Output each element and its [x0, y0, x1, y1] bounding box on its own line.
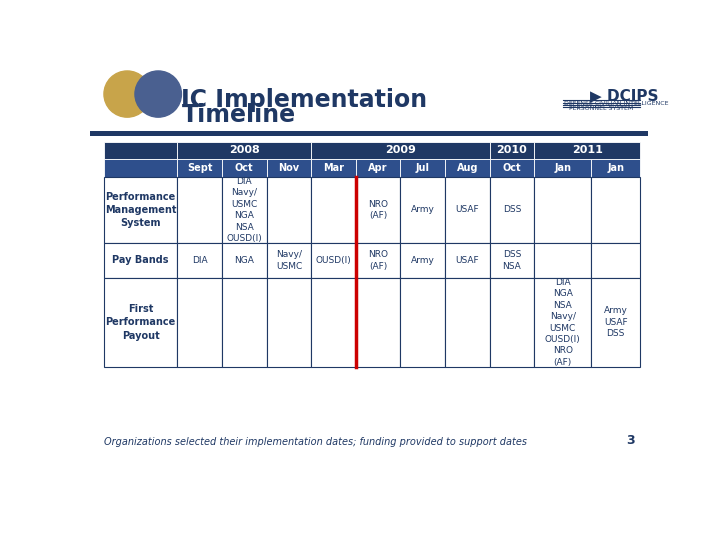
Bar [222, 278, 266, 367]
Text: Army: Army [410, 256, 435, 265]
Bar [177, 177, 222, 242]
Bar [311, 278, 356, 367]
Bar [177, 159, 222, 177]
Bar [591, 159, 640, 177]
Text: NGA: NGA [234, 256, 254, 265]
Text: DIA: DIA [192, 256, 207, 265]
Bar [490, 142, 534, 159]
Bar [490, 177, 534, 242]
Text: Performance
Management
System: Performance Management System [105, 192, 176, 228]
Bar [222, 159, 266, 177]
Text: Pay Bands: Pay Bands [112, 255, 169, 265]
Text: Oct: Oct [503, 163, 521, 173]
Text: Jul: Jul [415, 163, 430, 173]
Text: Navy/
USMC: Navy/ USMC [276, 250, 302, 271]
Bar [356, 177, 400, 242]
Bar [266, 177, 311, 242]
Text: NRO
(AF): NRO (AF) [368, 200, 388, 220]
Bar [222, 242, 266, 278]
Bar [356, 278, 400, 367]
Bar [591, 242, 640, 278]
Bar [356, 159, 400, 177]
Circle shape [135, 71, 181, 117]
Text: Apr: Apr [369, 163, 388, 173]
Bar [311, 142, 490, 159]
Text: DSS
NSA: DSS NSA [503, 250, 521, 271]
Text: Oct: Oct [235, 163, 253, 173]
Text: NRO
(AF): NRO (AF) [368, 250, 388, 271]
Text: First
Performance
Payout: First Performance Payout [106, 304, 176, 341]
Bar [400, 177, 445, 242]
Text: 2011: 2011 [572, 145, 603, 156]
Bar [591, 177, 640, 242]
Bar [400, 242, 445, 278]
Text: Army: Army [410, 205, 435, 214]
Text: PERSONNEL SYSTEM: PERSONNEL SYSTEM [569, 106, 633, 111]
Text: Jan: Jan [607, 163, 624, 173]
Bar [534, 278, 591, 367]
Bar [266, 242, 311, 278]
Bar [445, 278, 490, 367]
Bar [104, 159, 177, 177]
Bar [222, 177, 266, 242]
Bar [490, 159, 534, 177]
Bar [490, 242, 534, 278]
Bar [591, 278, 640, 367]
Text: IC Implementation: IC Implementation [181, 88, 428, 112]
Bar [104, 142, 177, 159]
Text: DSS: DSS [503, 205, 521, 214]
Bar [534, 159, 591, 177]
Text: USAF: USAF [456, 256, 479, 265]
Text: Sept: Sept [187, 163, 212, 173]
Text: Army
USAF
DSS: Army USAF DSS [604, 306, 628, 339]
Bar [311, 242, 356, 278]
Text: Mar: Mar [323, 163, 344, 173]
Text: 2009: 2009 [385, 145, 416, 156]
Bar [400, 278, 445, 367]
Text: Aug: Aug [456, 163, 478, 173]
Text: Timeline: Timeline [181, 103, 296, 127]
Circle shape [104, 71, 150, 117]
Bar [177, 142, 311, 159]
Bar [400, 159, 445, 177]
Bar [534, 142, 640, 159]
Bar [90, 131, 648, 137]
Bar [104, 177, 177, 242]
Bar [534, 177, 591, 242]
Text: 2010: 2010 [497, 145, 527, 156]
Text: Jan: Jan [554, 163, 571, 173]
Text: DIA
Navy/
USMC
NGA
NSA
OUSD(I): DIA Navy/ USMC NGA NSA OUSD(I) [226, 177, 262, 243]
Bar [177, 242, 222, 278]
Text: DIA
NGA
NSA
Navy/
USMC
OUSD(I)
NRO
(AF): DIA NGA NSA Navy/ USMC OUSD(I) NRO (AF) [545, 278, 580, 367]
Bar [534, 242, 591, 278]
Text: USAF: USAF [456, 205, 479, 214]
Bar [445, 177, 490, 242]
Text: ▶ DCIPS: ▶ DCIPS [590, 88, 658, 103]
Text: Nov: Nov [279, 163, 300, 173]
Bar [445, 242, 490, 278]
Text: 2008: 2008 [229, 145, 260, 156]
Text: Organizations selected their implementation dates; funding provided to support d: Organizations selected their implementat… [104, 437, 527, 447]
Bar [490, 278, 534, 367]
Text: OUSD(I): OUSD(I) [315, 256, 351, 265]
Bar [266, 278, 311, 367]
Bar [445, 159, 490, 177]
Bar [311, 159, 356, 177]
Bar [177, 278, 222, 367]
Bar [104, 278, 177, 367]
Bar [266, 159, 311, 177]
Bar [311, 177, 356, 242]
Bar [356, 242, 400, 278]
Bar [104, 242, 177, 278]
Text: 3: 3 [626, 434, 635, 447]
Text: DEFENSE CIVILIAN INTELLIGENCE: DEFENSE CIVILIAN INTELLIGENCE [564, 101, 669, 106]
